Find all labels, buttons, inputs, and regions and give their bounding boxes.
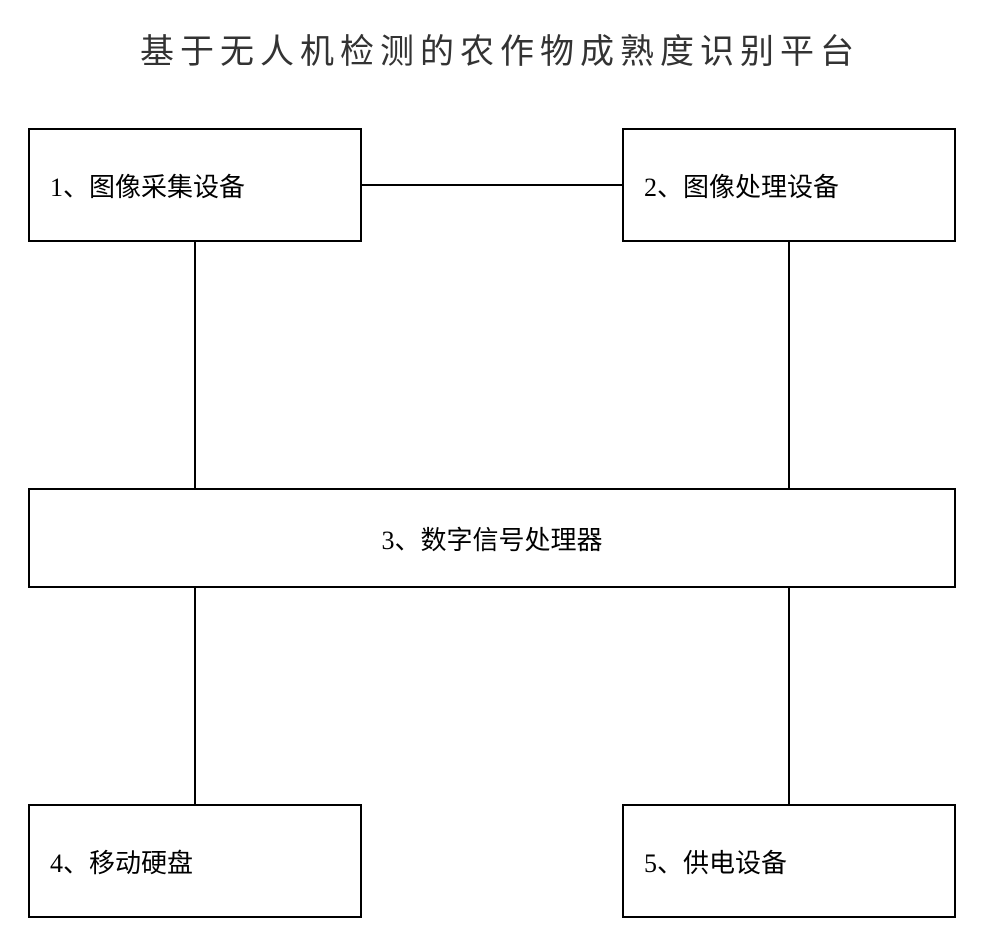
edge-n1-n3 — [194, 242, 196, 488]
edge-n3-n5 — [788, 588, 790, 804]
node-label: 1、图像采集设备 — [50, 167, 245, 204]
edge-n2-n3 — [788, 242, 790, 488]
node-n3: 3、数字信号处理器 — [28, 488, 956, 588]
node-label: 3、数字信号处理器 — [381, 520, 602, 557]
diagram-title: 基于无人机检测的农作物成熟度识别平台 — [0, 24, 1000, 73]
edge-n3-n4 — [194, 588, 196, 804]
node-n4: 4、移动硬盘 — [28, 804, 362, 918]
node-label: 4、移动硬盘 — [50, 843, 193, 880]
node-n1: 1、图像采集设备 — [28, 128, 362, 242]
node-n2: 2、图像处理设备 — [622, 128, 956, 242]
edge-n1-n2 — [362, 184, 622, 186]
node-n5: 5、供电设备 — [622, 804, 956, 918]
node-label: 2、图像处理设备 — [644, 167, 839, 204]
node-label: 5、供电设备 — [644, 843, 787, 880]
